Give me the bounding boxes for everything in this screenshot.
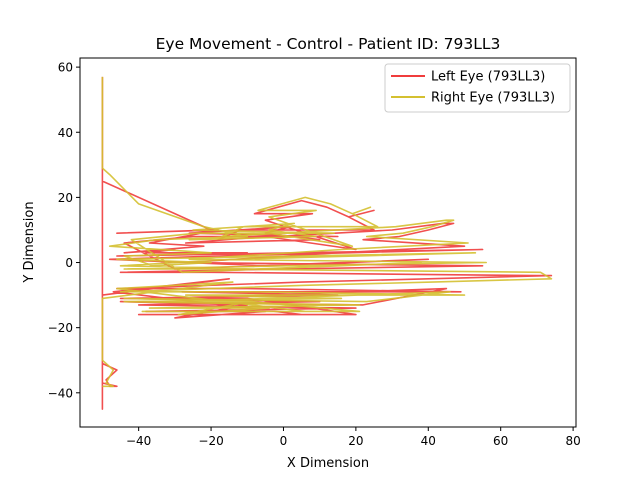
x-axis-label: X Dimension <box>287 456 369 471</box>
y-axis: −40 −20 0 20 40 60 <box>48 61 80 400</box>
x-tick-label: −20 <box>198 434 223 448</box>
y-tick-label: 60 <box>58 61 73 75</box>
plot-frame <box>79 57 577 428</box>
y-axis-label: Y Dimension <box>22 201 37 283</box>
legend-label-right-eye: Right Eye (793LL3) <box>431 91 555 106</box>
series-line-right-eye <box>101 76 553 388</box>
y-tick-label: 20 <box>58 191 73 205</box>
legend-box <box>384 63 571 113</box>
x-tick-label: 0 <box>280 434 288 448</box>
legend-label-left-eye: Left Eye (793LL3) <box>431 70 545 85</box>
y-tick-label: −20 <box>48 321 73 335</box>
x-axis: −40 −20 0 20 40 60 80 <box>126 427 581 448</box>
x-tick-label: −40 <box>126 434 151 448</box>
y-tick-label: 0 <box>65 256 73 270</box>
x-tick-label: 40 <box>421 434 436 448</box>
chart-title: Eye Movement - Control - Patient ID: 793… <box>156 35 501 53</box>
x-tick-label: 60 <box>493 434 508 448</box>
legend: Left Eye (793LL3) Right Eye (793LL3) <box>384 63 571 113</box>
series-layer <box>101 76 553 410</box>
x-tick-label: 80 <box>565 434 580 448</box>
series-line-left-eye <box>101 76 553 410</box>
x-tick-label: 20 <box>348 434 363 448</box>
y-tick-label: 40 <box>58 126 73 140</box>
y-tick-label: −40 <box>48 386 73 400</box>
